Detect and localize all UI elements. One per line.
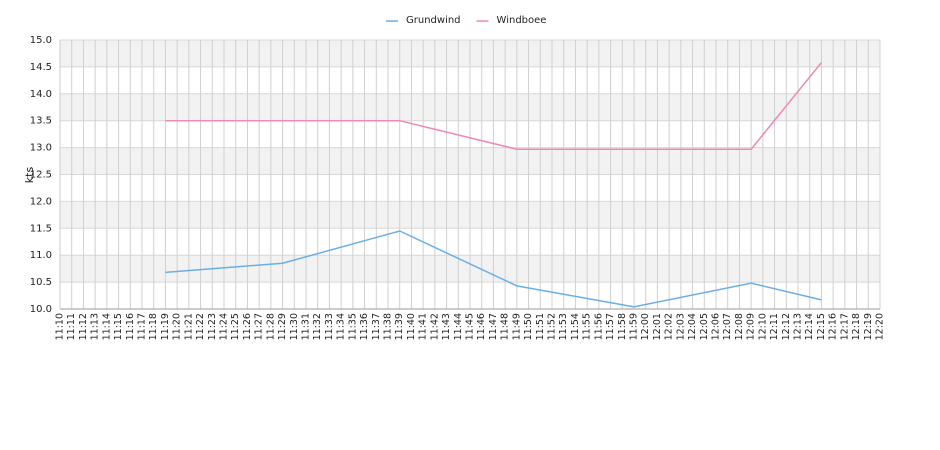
x-tick-label: 11:21 [183,313,194,340]
x-tick-label: 12:15 [816,313,827,340]
x-tick-label: 11:43 [441,313,452,340]
x-tick-label: 11:18 [148,313,159,340]
x-tick-label: 12:01 [652,313,663,340]
x-tick-label: 11:33 [324,313,335,340]
x-tick-label: 11:39 [394,313,405,340]
x-tick-label: 11:36 [359,313,370,340]
x-tick-label: 12:13 [793,313,804,340]
x-tick-label: 11:30 [289,313,300,340]
x-tick-label: 12:11 [769,313,780,340]
x-tick-label: 11:20 [172,313,183,340]
x-tick-label: 12:06 [711,313,722,340]
x-tick-label: 11:46 [476,313,487,340]
x-tick-label: 11:37 [371,313,382,340]
x-tick-label: 11:51 [535,313,546,340]
x-tick-label: 12:17 [839,313,850,340]
x-tick-label: 11:55 [582,313,593,340]
x-tick-label: 11:41 [418,313,429,340]
x-tick-label: 11:28 [265,313,276,340]
x-tick-label: 12:03 [675,313,686,340]
x-tick-label: 11:54 [570,313,581,340]
y-tick-label: 10.0 [30,304,52,315]
x-tick-label: 12:05 [699,313,710,340]
series-line [165,230,822,308]
y-tick-label: 12.5 [30,170,52,181]
x-tick-label: 11:45 [465,313,476,340]
x-tick-label: 11:34 [336,313,347,340]
x-tick-label: 11:57 [605,313,616,340]
x-tick-label: 11:27 [254,313,265,340]
x-tick-label: 12:00 [640,313,651,340]
legend-label: Windboee [497,15,547,26]
x-tick-label: 11:15 [113,313,124,340]
x-tick-label: 11:32 [312,313,323,340]
y-tick-label: 11.0 [30,250,52,261]
x-tick-label: 11:40 [406,313,417,340]
x-tick-label: 11:56 [593,313,604,340]
y-tick-label: 14.5 [30,62,52,73]
x-tick-label: 11:17 [137,313,148,340]
legend-label: Grundwind [406,15,461,26]
y-tick-label: 12.0 [30,196,52,207]
x-tick-label: 11:59 [629,313,640,340]
y-tick-label: 13.0 [30,143,52,154]
x-tick-label: 11:48 [500,313,511,340]
x-tick-label: 11:31 [301,313,312,340]
x-tick-label: 12:07 [722,313,733,340]
x-tick-label: 11:25 [230,313,241,340]
x-tick-label: 12:04 [687,313,698,340]
x-tick-label: 12:20 [875,313,886,340]
x-tick-label: 11:58 [617,313,628,340]
x-tick-label: 12:10 [757,313,768,340]
x-tick-label: 11:16 [125,313,136,340]
x-tick-label: 12:14 [804,313,815,340]
y-tick-label: 13.5 [30,116,52,127]
x-tick-label: 12:19 [863,313,874,340]
x-tick-label: 11:12 [78,313,89,340]
x-tick-label: 11:14 [101,313,112,340]
y-tick-label: 10.5 [30,277,52,288]
x-tick-label: 11:19 [160,313,171,340]
x-tick-label: 11:10 [55,313,66,340]
x-tick-label: 11:11 [66,313,77,340]
x-tick-label: 11:24 [219,313,230,340]
x-tick-label: 12:08 [734,313,745,340]
y-tick-label: 14.0 [30,89,52,100]
y-tick-label: 11.5 [30,223,52,234]
y-tick-label: 15.0 [30,35,52,46]
x-tick-label: 12:02 [664,313,675,340]
x-tick-label: 11:49 [511,313,522,340]
x-tick-label: 11:52 [547,313,558,340]
x-tick-label: 11:22 [195,313,206,340]
x-tick-label: 11:23 [207,313,218,340]
y-axis-label: kts [23,167,36,184]
x-tick-label: 11:42 [429,313,440,340]
x-tick-label: 12:18 [851,313,862,340]
x-tick-label: 11:44 [453,313,464,340]
x-tick-label: 11:38 [383,313,394,340]
x-tick-label: 11:26 [242,313,253,340]
series-line [165,62,823,150]
x-tick-label: 11:53 [558,313,569,340]
x-tick-label: 11:50 [523,313,534,340]
x-tick-label: 12:12 [781,313,792,340]
x-tick-label: 12:09 [746,313,757,340]
x-tick-label: 11:29 [277,313,288,340]
x-tick-label: 12:16 [828,313,839,340]
x-tick-label: 11:13 [90,313,101,340]
x-tick-label: 11:35 [347,313,358,340]
x-tick-label: 11:47 [488,313,499,340]
